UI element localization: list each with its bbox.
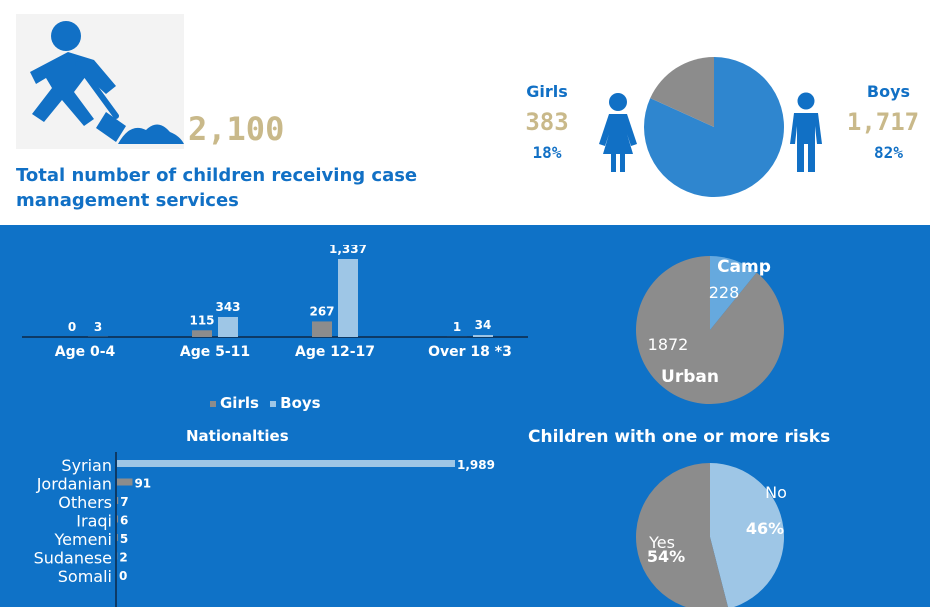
boys-value: 1,717 <box>846 108 920 136</box>
age-bar-girls <box>192 330 212 337</box>
age-bar-label: 0 <box>68 320 76 334</box>
risk-yes-percent: 54% <box>647 547 685 566</box>
pie-slice-no <box>710 463 784 607</box>
total-children-value: 2,100 <box>188 110 285 148</box>
boys-percent: 82% <box>874 143 903 162</box>
legend-girls-swatch <box>210 400 216 407</box>
risks-title: Children with one or more risks <box>528 427 831 447</box>
age-bar-girls <box>312 321 332 337</box>
nationality-label: Yemeni <box>53 530 112 549</box>
urban-value: 1872 <box>648 335 689 354</box>
girls-label: Girls <box>526 82 568 101</box>
girls-percent: 18% <box>532 143 562 162</box>
nationality-bar <box>117 515 119 523</box>
nationality-label: Others <box>58 493 112 512</box>
camp-label: Camp <box>717 257 771 277</box>
risk-no-percent: 46% <box>746 519 784 538</box>
nationalities-title: Nationalties <box>186 427 289 445</box>
age-bar-label: 267 <box>309 304 334 318</box>
nationality-label: Sudanese <box>34 549 112 568</box>
risk-no-label: No <box>765 483 787 502</box>
nationality-value: 5 <box>120 532 128 546</box>
nationality-value: 91 <box>134 477 151 491</box>
nationality-value: 7 <box>120 495 128 509</box>
legend-girls-label: Girls <box>220 394 259 412</box>
age-category-label: Age 12-17 <box>295 344 375 360</box>
age-category-label: Age 0-4 <box>55 344 116 360</box>
age-bar-boys <box>218 316 238 337</box>
age-bar-label: 115 <box>189 313 214 327</box>
nationality-label: Somali <box>58 567 112 586</box>
age-bar-boys <box>473 335 493 337</box>
pie-slice-camp <box>710 256 757 330</box>
age-category-label: Over 18 *3 <box>428 344 512 360</box>
age-bar-label: 1 <box>453 320 461 334</box>
age-bar-label: 34 <box>475 318 492 332</box>
nationality-label: Syrian <box>61 456 112 475</box>
pie-slice-yes <box>636 463 728 607</box>
risk-yes-label: Yes <box>648 533 675 552</box>
pie-slice-girls <box>650 57 714 127</box>
digging-child-icon <box>16 14 184 149</box>
nationality-label: Jordanian <box>36 475 112 494</box>
nationality-label: Iraqi <box>76 512 112 531</box>
location-pie-chart: Camp 228 1872 Urban <box>636 256 784 404</box>
nationality-value: 6 <box>120 514 128 528</box>
age-category-label: Age 5-11 <box>180 344 250 360</box>
age-bar-label: 343 <box>215 300 240 314</box>
boys-label: Boys <box>866 82 911 101</box>
pie-slice-urban <box>636 256 784 404</box>
legend-boys-swatch <box>270 400 277 407</box>
boy-icon <box>790 92 822 172</box>
girl-icon <box>599 93 637 172</box>
legend-boys-label: Boys <box>280 394 321 412</box>
nationality-bar <box>117 460 455 467</box>
nationality-value: 1,989 <box>457 458 495 472</box>
age-bar-label: 1,337 <box>329 245 367 256</box>
nationality-bar <box>117 497 119 504</box>
urban-label: Urban <box>661 367 719 387</box>
nationality-value: 2 <box>119 551 127 565</box>
nationality-value: 0 <box>119 569 127 583</box>
gender-pie-chart <box>644 57 784 197</box>
girls-value: 383 <box>525 108 569 136</box>
camp-value: 228 <box>709 283 740 302</box>
nationalities-bar-chart: Syrian 1,989 Jordanian 91 Others 7 Iraqi 6 Yemen… <box>34 452 495 607</box>
total-children-label: Total number of children receiving case … <box>16 165 418 211</box>
age-bar-boys <box>338 259 358 337</box>
nationality-bar <box>117 534 118 541</box>
age-bar-label: 3 <box>94 320 102 334</box>
age-chart-legend: Girls Boys <box>210 394 321 412</box>
nationality-bar <box>117 478 133 486</box>
